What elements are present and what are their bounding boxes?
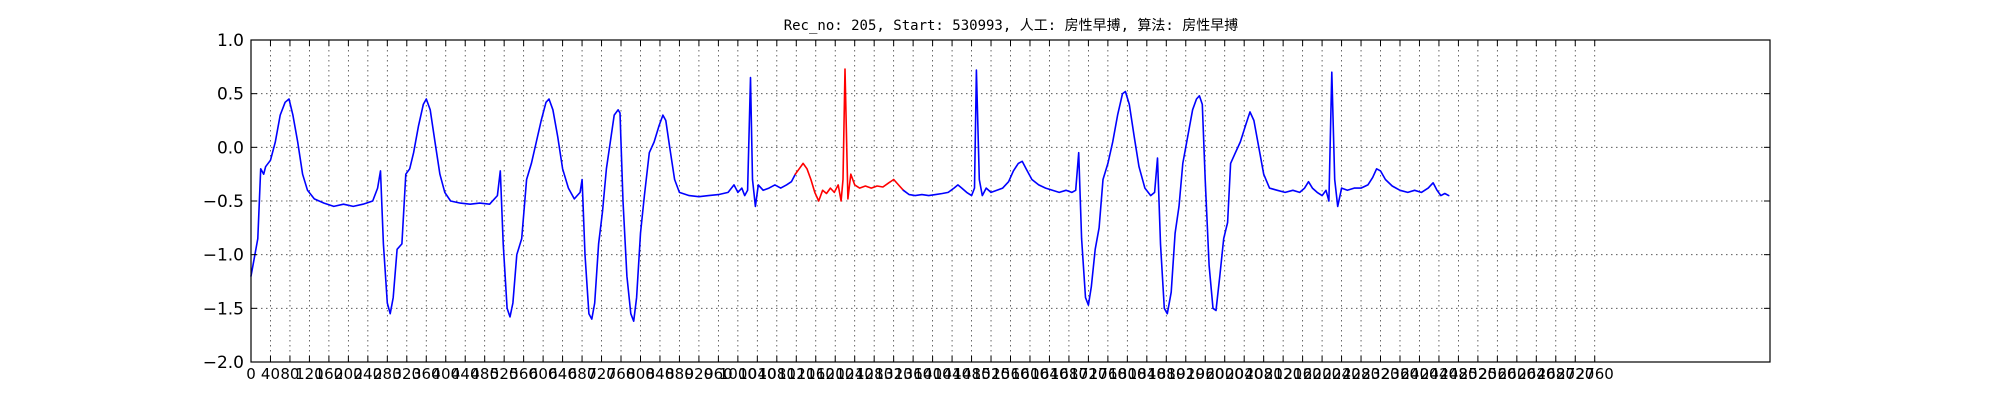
x-tick-label: 200	[334, 365, 363, 383]
x-tick-label: 160	[315, 365, 344, 383]
x-tick-label: 1880	[1147, 365, 1185, 383]
y-tick-label: 1.0	[217, 31, 244, 51]
y-tick-label: −1.5	[203, 299, 244, 319]
x-tick-label: 1000	[719, 365, 757, 383]
y-tick-label: −0.5	[203, 192, 244, 212]
x-tick-label: 680	[568, 365, 597, 383]
x-tick-label: 2080	[1245, 365, 1283, 383]
x-tick-label: 2720	[1556, 365, 1594, 383]
x-tick-label: 2000	[1206, 365, 1244, 383]
x-tick-label: 2480	[1439, 365, 1477, 383]
x-tick-label: 560	[509, 365, 538, 383]
x-tick-label: 2600	[1498, 365, 1536, 383]
x-tick-label: 1160	[797, 365, 835, 383]
x-tick-label: 1720	[1069, 365, 1107, 383]
y-tick-label: −1.0	[203, 246, 244, 266]
x-tick-label: 1080	[758, 365, 796, 383]
x-tick-label: 1560	[991, 365, 1029, 383]
series-layer	[250, 68, 1450, 323]
y-tick-label: −2.0	[203, 353, 244, 373]
chart-title: Rec_no: 205, Start: 530993, 人工: 房性早搏, 算法…	[784, 17, 1239, 34]
x-tick-label: 520	[490, 365, 519, 383]
x-tick-label: 720	[587, 365, 616, 383]
x-tick-label: 1120	[777, 365, 815, 383]
x-tick-label: 2120	[1264, 365, 1302, 383]
x-tick-label: 640	[548, 365, 577, 383]
x-tick-label: 1480	[952, 365, 990, 383]
x-tick-label: 1920	[1167, 365, 1205, 383]
x-tick-label: 1760	[1089, 365, 1127, 383]
x-tick-label: 760	[607, 365, 636, 383]
x-tick-label: 2440	[1420, 365, 1458, 383]
x-tick-label: 2160	[1284, 365, 1322, 383]
x-tick-label: 40	[261, 365, 280, 383]
x-tick-label: 1200	[816, 365, 854, 383]
x-tick-label: 320	[392, 365, 421, 383]
x-tick-label: 1960	[1186, 365, 1224, 383]
ecg-series-before	[250, 76, 797, 323]
x-tick-label: 1320	[875, 365, 913, 383]
x-tick-label: 480	[470, 365, 499, 383]
x-tick-label: 2280	[1342, 365, 1380, 383]
x-tick-label: 1040	[738, 365, 776, 383]
y-axis: 1.0 0.5 0.0 −0.5 −1.0 −1.5 −2.0	[203, 31, 1770, 373]
x-tick-label: 80	[280, 365, 299, 383]
x-tick-label: 2760	[1576, 365, 1614, 383]
y-tick-label: 0.5	[217, 85, 244, 105]
x-tick-label: 1360	[894, 365, 932, 383]
x-tick-label: 1440	[933, 365, 971, 383]
x-tick-label: 360	[412, 365, 441, 383]
x-tick-label: 2320	[1361, 365, 1399, 383]
x-tick-label: 1680	[1050, 365, 1088, 383]
x-tick-label: 1600	[1011, 365, 1049, 383]
x-tick-label: 2520	[1459, 365, 1497, 383]
x-tick-label: 120	[295, 365, 324, 383]
x-tick-label: 1800	[1108, 365, 1146, 383]
x-tick-label: 920	[685, 365, 714, 383]
x-tick-label: 1840	[1128, 365, 1166, 383]
x-tick-label: 2040	[1225, 365, 1263, 383]
x-tick-label: 2200	[1303, 365, 1341, 383]
y-tick-label: 0.0	[217, 138, 244, 158]
ecg-series-after	[902, 69, 1450, 315]
x-tick-label: 1640	[1030, 365, 1068, 383]
x-tick-label: 1240	[836, 365, 874, 383]
x-tick-label: 2560	[1478, 365, 1516, 383]
x-tick-label: 960	[704, 365, 733, 383]
x-tick-label: 400	[431, 365, 460, 383]
grid-layer	[250, 39, 1770, 363]
x-tick-label: 2240	[1322, 365, 1360, 383]
x-tick-label: 2640	[1517, 365, 1555, 383]
x-tick-label: 0	[246, 365, 256, 383]
ecg-series-abnormal-beat	[794, 68, 905, 202]
x-tick-label: 1280	[855, 365, 893, 383]
x-tick-label: 800	[626, 365, 655, 383]
x-axis: 0 40 8012016020024028032036040044048052056…	[246, 40, 1614, 383]
x-tick-label: 880	[665, 365, 694, 383]
x-tick-label: 2680	[1537, 365, 1575, 383]
x-tick-label: 280	[373, 365, 402, 383]
x-tick-label: 1520	[972, 365, 1010, 383]
x-tick-label: 2400	[1400, 365, 1438, 383]
x-tick-label: 600	[529, 365, 558, 383]
x-tick-label: 1400	[914, 365, 952, 383]
x-tick-label: 840	[646, 365, 675, 383]
x-tick-label: 2360	[1381, 365, 1419, 383]
x-tick-label: 440	[451, 365, 480, 383]
x-tick-label: 240	[354, 365, 383, 383]
